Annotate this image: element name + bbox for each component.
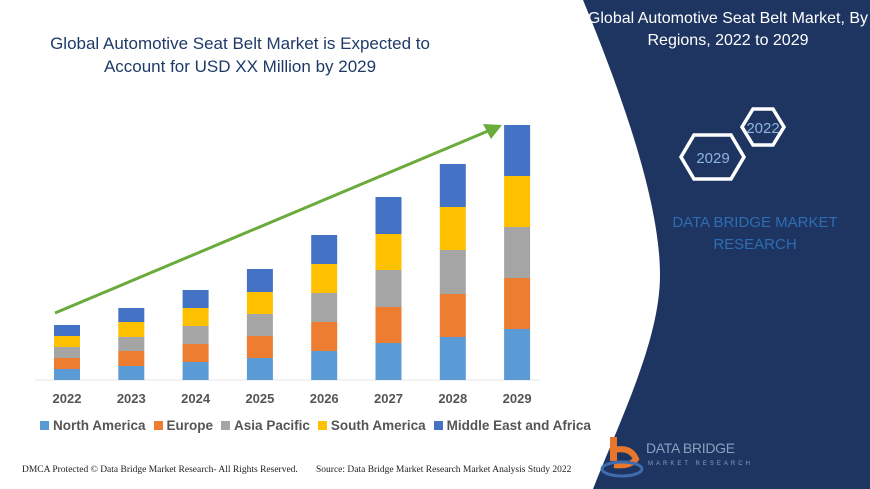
bar-segment-2023-3 bbox=[118, 322, 145, 337]
bar-segment-2023-2 bbox=[118, 337, 145, 351]
x-tick-label: 2025 bbox=[245, 391, 274, 406]
bar-segment-2025-3 bbox=[246, 292, 273, 314]
bar-segment-2029-2 bbox=[504, 227, 531, 278]
bar-segment-2026-3 bbox=[311, 264, 338, 293]
legend-swatch bbox=[221, 421, 231, 430]
bar-segment-2024-4 bbox=[182, 290, 209, 308]
bar-segment-2022-3 bbox=[54, 336, 80, 347]
bar-segment-2025-0 bbox=[246, 358, 273, 380]
hexagon-front bbox=[678, 133, 747, 181]
hexagon-back bbox=[739, 107, 787, 147]
bar-segment-2025-4 bbox=[246, 269, 273, 292]
chart-title: Global Automotive Seat Belt Market is Ex… bbox=[50, 34, 430, 76]
bar-segment-2028-2 bbox=[439, 250, 466, 294]
bar-segment-2023-4 bbox=[118, 308, 145, 322]
legend-swatch bbox=[433, 421, 443, 430]
bar-segment-2024-2 bbox=[182, 326, 209, 344]
brand-text: DATA BRIDGE MARKET RESEARCH bbox=[672, 214, 838, 253]
hexagon-label-front: 2029 bbox=[696, 150, 729, 167]
bar-segment-2026-4 bbox=[311, 235, 338, 264]
legend-swatch bbox=[153, 421, 163, 430]
bar-segment-2027-0 bbox=[375, 343, 402, 380]
legend-item: South America bbox=[317, 418, 426, 433]
legend-label: North America bbox=[53, 418, 146, 433]
legend-item: Europe bbox=[153, 418, 214, 433]
bar-segment-2023-0 bbox=[118, 366, 145, 380]
bar-segment-2025-1 bbox=[246, 336, 273, 358]
bar-segment-2024-3 bbox=[182, 308, 209, 326]
trend-arrow-head bbox=[483, 124, 502, 139]
legend-item: Asia Pacific bbox=[221, 418, 310, 433]
x-tick-label: 2024 bbox=[181, 391, 211, 406]
x-tick-label: 2028 bbox=[438, 391, 467, 406]
trend-arrow-line bbox=[54, 129, 489, 315]
logo-name: DATA BRIDGE bbox=[646, 440, 735, 456]
bar-segment-2022-2 bbox=[54, 347, 80, 358]
bar-segment-2029-1 bbox=[504, 278, 531, 329]
bar-segment-2028-0 bbox=[439, 337, 466, 380]
bar-segment-2028-3 bbox=[439, 207, 466, 250]
legend-label: Asia Pacific bbox=[234, 418, 310, 433]
bar-segment-2027-4 bbox=[375, 197, 402, 234]
bar-segment-2026-0 bbox=[311, 351, 338, 380]
bar-segment-2028-4 bbox=[439, 164, 466, 207]
bar-segment-2022-4 bbox=[54, 325, 80, 336]
footer-copyright: DMCA Protected © Data Bridge Market Rese… bbox=[22, 465, 298, 475]
legend: North America Europe Asia Pacific South Ame… bbox=[40, 418, 591, 433]
bar-segment-2029-3 bbox=[504, 176, 531, 227]
legend-label: South America bbox=[330, 418, 426, 433]
bar-segment-2027-3 bbox=[375, 234, 402, 270]
bar-segment-2025-2 bbox=[246, 314, 273, 336]
legend-item: Middle East and Africa bbox=[433, 418, 591, 433]
stacked-bar-chart: 2022 2023 2024 2025 2026 2027 2028 2029 bbox=[35, 124, 540, 406]
bar-segment-2027-2 bbox=[375, 270, 402, 307]
logo-tagline: MARKET RESEARCH bbox=[648, 461, 753, 467]
bar-segment-2029-4 bbox=[504, 125, 531, 176]
bar-segment-2026-2 bbox=[311, 293, 338, 322]
bar-segment-2024-0 bbox=[182, 362, 209, 380]
x-tick-label: 2022 bbox=[53, 391, 82, 406]
bar-segment-2029-0 bbox=[504, 329, 531, 380]
logo-icon bbox=[600, 437, 644, 478]
x-tick-label: 2026 bbox=[310, 391, 339, 406]
bar-segment-2026-1 bbox=[311, 322, 338, 351]
x-tick-label: 2023 bbox=[117, 391, 146, 406]
bar-segment-2022-1 bbox=[54, 358, 80, 369]
legend-label: Europe bbox=[166, 418, 214, 433]
legend-swatch bbox=[40, 421, 49, 430]
right-panel bbox=[583, 0, 870, 489]
hexagon-label-back: 2022 bbox=[746, 120, 779, 137]
bar-segment-2027-1 bbox=[375, 307, 402, 343]
bar-segment-2023-1 bbox=[118, 351, 145, 366]
bar-segment-2024-1 bbox=[182, 344, 209, 362]
footer-source: Source: Data Bridge Market Research Mark… bbox=[316, 465, 572, 475]
bar-segment-2028-1 bbox=[439, 294, 466, 337]
legend-swatch bbox=[317, 421, 327, 430]
bar-segment-2022-0 bbox=[54, 369, 80, 380]
panel-title: Global Automotive Seat Belt Market, By R… bbox=[587, 10, 869, 49]
x-tick-label: 2029 bbox=[503, 391, 532, 406]
legend-item: North America bbox=[40, 418, 146, 433]
legend-label: Middle East and Africa bbox=[446, 418, 591, 433]
x-tick-label: 2027 bbox=[374, 391, 403, 406]
